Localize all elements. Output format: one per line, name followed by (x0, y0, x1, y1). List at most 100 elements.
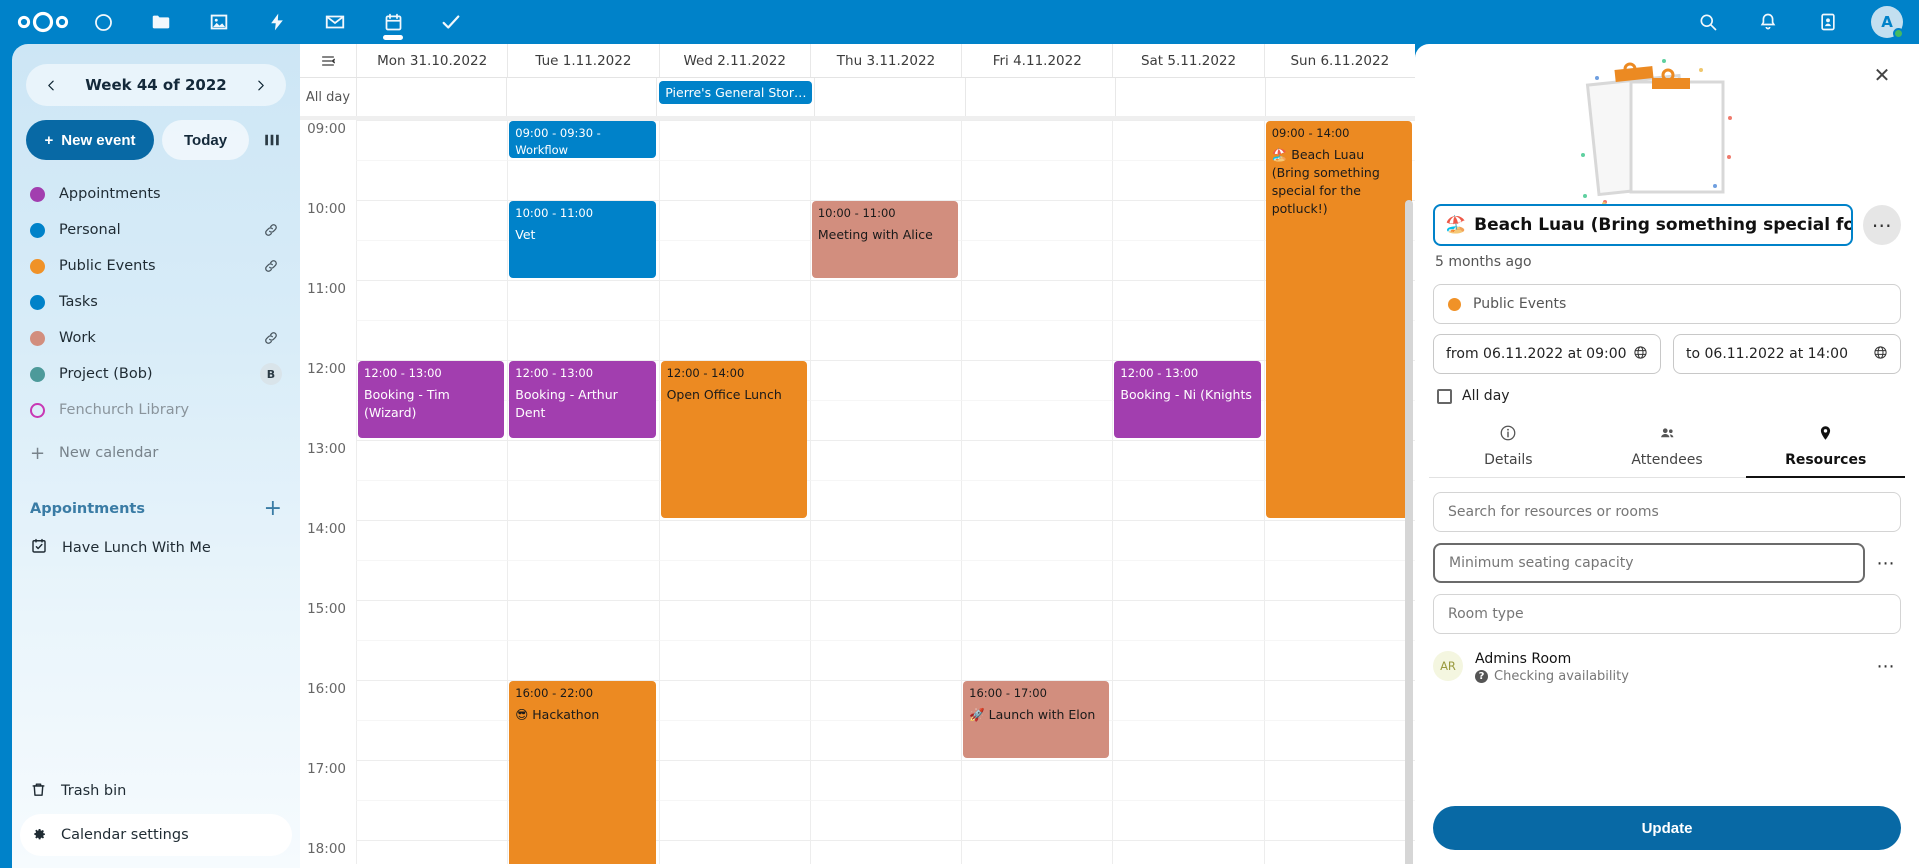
day-header[interactable]: Wed 2.11.2022 (658, 44, 810, 77)
time-slot[interactable] (1112, 280, 1264, 320)
calendar-event[interactable]: 12:00 - 13:00 Booking - Ni (Knights (1114, 361, 1261, 438)
time-slot[interactable] (507, 600, 659, 640)
tasks-icon[interactable] (434, 5, 468, 39)
time-slot[interactable] (507, 280, 659, 320)
day-header[interactable]: Mon 31.10.2022 (356, 44, 507, 77)
time-slot[interactable] (356, 600, 508, 640)
time-slot[interactable] (658, 200, 810, 240)
time-slot[interactable] (356, 800, 508, 840)
calendar-event[interactable]: 16:00 - 17:00 🚀 Launch with Elon (963, 681, 1110, 758)
timezone-globe-icon[interactable] (1633, 345, 1648, 364)
time-slot[interactable] (356, 720, 508, 760)
all-day-checkbox-row[interactable]: All day (1437, 388, 1899, 404)
time-slot[interactable] (809, 520, 962, 560)
time-slot[interactable] (1112, 560, 1264, 600)
time-slot[interactable] (961, 760, 1113, 800)
dashboard-icon[interactable] (86, 5, 120, 39)
time-slot[interactable] (658, 640, 810, 680)
time-slot[interactable] (356, 560, 508, 600)
search-icon[interactable] (1691, 5, 1725, 39)
time-slot[interactable] (809, 680, 962, 720)
time-slot[interactable] (1263, 520, 1415, 560)
tab-details[interactable]: Details (1429, 416, 1588, 478)
time-slot[interactable] (809, 800, 962, 840)
time-slot[interactable] (356, 320, 508, 360)
previous-week-button[interactable] (36, 70, 66, 100)
today-button[interactable]: Today (162, 120, 250, 160)
day-header[interactable]: Thu 3.11.2022 (809, 44, 961, 77)
time-slot[interactable] (507, 120, 659, 160)
calendar-event[interactable]: 12:00 - 14:00 Open Office Lunch (660, 361, 807, 518)
time-slot[interactable] (809, 160, 962, 200)
share-link-icon[interactable] (260, 327, 282, 349)
time-slot[interactable] (809, 560, 962, 600)
day-header[interactable]: Fri 4.11.2022 (961, 44, 1112, 77)
calendar-settings-item[interactable]: Calendar settings (20, 814, 292, 856)
time-slot[interactable] (658, 800, 810, 840)
time-slot[interactable] (1112, 760, 1264, 800)
time-slot[interactable] (507, 520, 659, 560)
time-slot[interactable] (809, 600, 962, 640)
time-slot[interactable] (1112, 160, 1264, 200)
resource-options-button[interactable]: ⋯ (1876, 655, 1896, 677)
time-slot[interactable] (809, 280, 962, 320)
event-title-input[interactable]: 🏖️ Beach Luau (Bring something special f… (1433, 204, 1854, 246)
calendar-color-dot[interactable] (30, 402, 45, 418)
calendar-item-project-bob[interactable]: Project (Bob) B (20, 356, 292, 392)
calendar-color-dot[interactable] (30, 186, 45, 202)
time-slot[interactable] (961, 600, 1113, 640)
time-slot[interactable] (356, 760, 508, 800)
time-slot[interactable] (658, 720, 810, 760)
activity-icon[interactable] (260, 5, 294, 39)
time-slot[interactable] (1112, 520, 1264, 560)
time-slot[interactable] (1263, 120, 1415, 160)
time-slot[interactable] (507, 160, 659, 200)
time-slot[interactable] (961, 400, 1113, 440)
contacts-icon[interactable] (1811, 5, 1845, 39)
update-button[interactable]: Update (1433, 806, 1901, 850)
time-slot[interactable] (809, 640, 962, 680)
time-slot[interactable] (1263, 800, 1415, 840)
calendar-item-tasks[interactable]: Tasks (20, 284, 292, 320)
capacity-options-button[interactable]: ⋯ (1876, 552, 1896, 574)
calendar-event[interactable]: 12:00 - 13:00 Booking - Arthur Dent (509, 361, 656, 438)
close-panel-button[interactable]: ✕ (1873, 63, 1891, 87)
time-slot[interactable] (507, 320, 659, 360)
time-slot[interactable] (356, 240, 508, 280)
time-slot[interactable] (1263, 600, 1415, 640)
time-slot[interactable] (961, 520, 1113, 560)
time-slot[interactable] (356, 120, 508, 160)
time-slot[interactable] (961, 800, 1113, 840)
time-slot[interactable] (507, 640, 659, 680)
time-slot[interactable] (961, 480, 1113, 520)
time-slot[interactable] (1112, 680, 1264, 720)
view-columns-icon[interactable] (257, 122, 286, 158)
day-header[interactable]: Sat 5.11.2022 (1112, 44, 1263, 77)
time-slot[interactable] (809, 720, 962, 760)
time-slot[interactable] (1263, 840, 1415, 864)
time-slot[interactable] (507, 200, 659, 240)
time-slot[interactable] (658, 560, 810, 600)
time-slot[interactable] (356, 160, 508, 200)
time-slot[interactable] (961, 320, 1113, 360)
trash-bin-item[interactable]: Trash bin (20, 770, 292, 812)
event-actions-button[interactable]: ⋯ (1863, 205, 1901, 245)
event-start-date[interactable]: from 06.11.2022 at 09:00 (1433, 334, 1661, 374)
all-day-event[interactable]: Pierre's General Stor… (659, 81, 813, 104)
time-slot[interactable] (809, 120, 962, 160)
time-slot[interactable] (356, 680, 508, 720)
resource-search-input[interactable]: Search for resources or rooms (1433, 492, 1901, 532)
time-slot[interactable] (1112, 480, 1264, 520)
new-calendar-button[interactable]: + New calendar (20, 434, 292, 472)
day-header[interactable]: Tue 1.11.2022 (507, 44, 658, 77)
calendar-event[interactable]: 16:00 - 22:00 😎 Hackathon (509, 681, 656, 864)
calendar-item-work[interactable]: Work (20, 320, 292, 356)
time-slot[interactable] (1112, 640, 1264, 680)
time-slot[interactable] (961, 120, 1113, 160)
all-day-cell[interactable] (356, 78, 506, 116)
tab-resources[interactable]: Resources (1746, 416, 1906, 478)
time-slot[interactable] (658, 120, 810, 160)
time-slot[interactable] (809, 840, 962, 864)
calendar-item-public-events[interactable]: Public Events (20, 248, 292, 284)
calendar-color-dot[interactable] (30, 258, 45, 274)
